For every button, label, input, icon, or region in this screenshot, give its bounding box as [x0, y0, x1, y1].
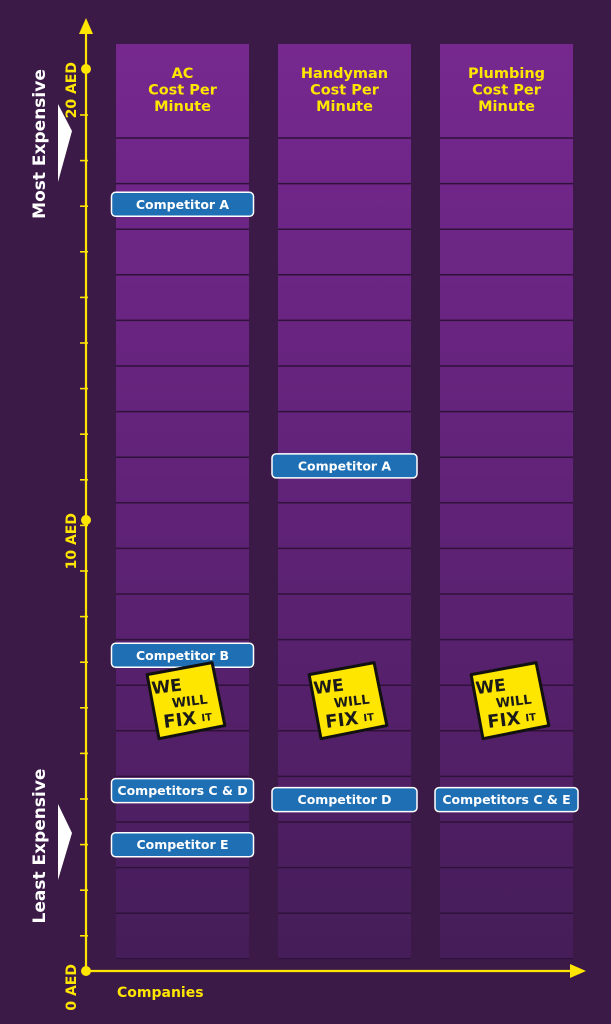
- y-tick-label: 20 AED: [64, 62, 80, 118]
- badge-background: [434, 786, 579, 813]
- svg-text:IT: IT: [363, 712, 375, 724]
- y-tick-label: 10 AED: [64, 513, 80, 569]
- least-expensive-arrow-icon: [58, 804, 72, 880]
- svg-text:IT: IT: [525, 712, 537, 724]
- column-title-line: Handyman: [301, 66, 388, 82]
- svg-text:FIX: FIX: [324, 708, 359, 733]
- y-tick-label: 0 AED: [64, 964, 80, 1011]
- badge-label: Competitor D: [298, 792, 392, 807]
- svg-text:WE: WE: [150, 676, 183, 700]
- x-axis-arrow-icon: [570, 964, 586, 978]
- svg-text:WE: WE: [474, 676, 507, 700]
- column-title-line: Cost Per: [472, 83, 542, 99]
- badge-label: Competitor B: [136, 648, 229, 663]
- svg-text:IT: IT: [201, 712, 213, 724]
- svg-text:WE: WE: [312, 676, 345, 700]
- y-axis-arrow-icon: [79, 18, 93, 34]
- y-tick-dot: [81, 64, 91, 74]
- badge-background: [271, 786, 418, 813]
- column-title-line: AC: [172, 66, 194, 82]
- competitor-badge: Competitor D: [271, 786, 418, 813]
- competitor-badge: Competitor E: [110, 831, 255, 858]
- badge-background: [110, 191, 255, 218]
- badge-background: [110, 831, 255, 858]
- column-title-line: Plumbing: [468, 66, 545, 82]
- competitor-badge: Competitors C & E: [434, 786, 579, 813]
- column-title-line: Cost Per: [148, 83, 218, 99]
- column-title-line: Cost Per: [310, 83, 380, 99]
- badge-label: Competitor A: [298, 458, 392, 473]
- badge-background: [110, 777, 255, 804]
- column-title-line: Minute: [154, 99, 211, 115]
- badge-label: Competitor E: [136, 837, 228, 852]
- y-tick-dot: [81, 515, 91, 525]
- svg-text:FIX: FIX: [486, 708, 521, 733]
- most-expensive-label: Most Expensive: [30, 69, 50, 219]
- least-expensive-label: Least Expensive: [30, 769, 50, 924]
- badge-label: Competitors C & E: [442, 792, 570, 807]
- column-title-line: Minute: [478, 99, 535, 115]
- badge-background: [271, 453, 418, 479]
- svg-text:WILL: WILL: [171, 693, 208, 712]
- most-expensive-arrow-icon: [58, 104, 72, 182]
- competitor-badge: Competitors C & D: [110, 777, 255, 804]
- svg-text:FIX: FIX: [162, 708, 197, 733]
- x-axis-label: Companies: [117, 985, 204, 1001]
- competitor-badge: Competitor B: [110, 642, 255, 669]
- svg-text:WILL: WILL: [495, 693, 532, 712]
- competitor-badge: Competitor A: [271, 453, 418, 479]
- badge-label: Competitors C & D: [117, 783, 247, 798]
- badge-label: Competitor A: [136, 197, 230, 212]
- svg-text:WILL: WILL: [333, 693, 370, 712]
- competitor-badge: Competitor A: [110, 191, 255, 218]
- y-tick-dot: [81, 966, 91, 976]
- column-title-line: Minute: [316, 99, 373, 115]
